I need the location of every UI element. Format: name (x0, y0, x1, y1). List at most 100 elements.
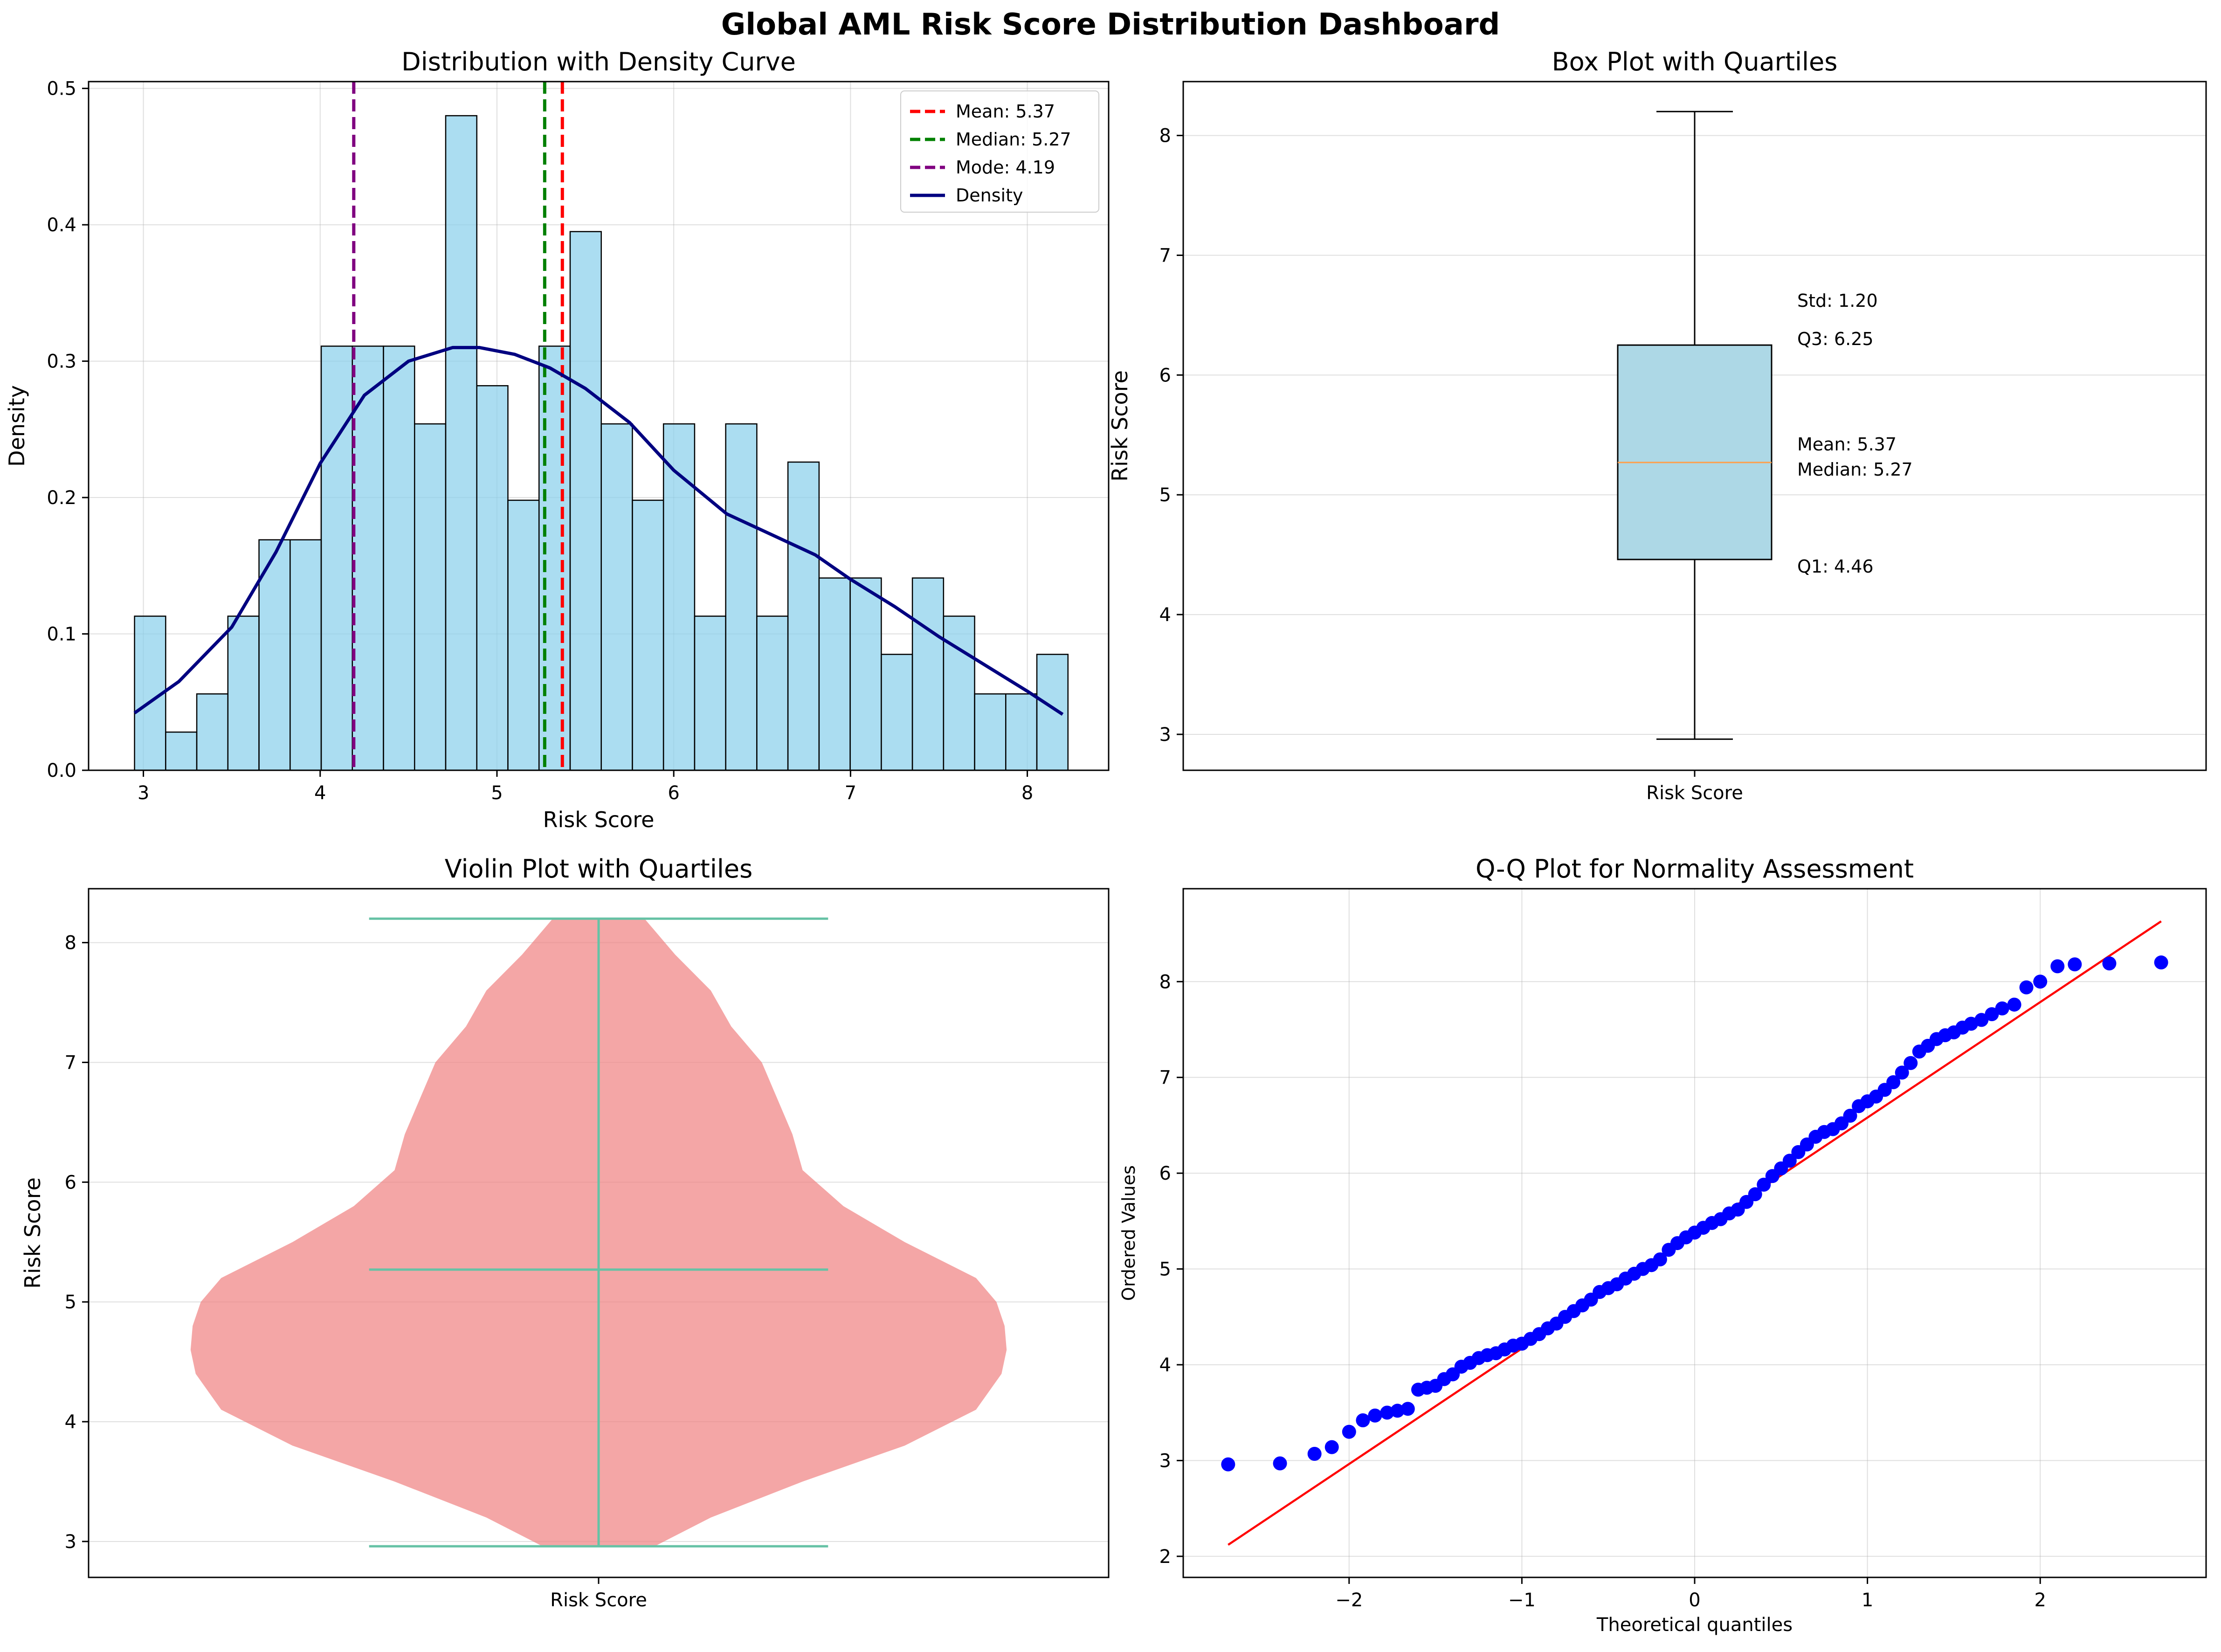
histogram-bar (320, 346, 353, 771)
qq-point (1895, 1065, 1909, 1080)
x-tick-label: 0 (1689, 1590, 1700, 1611)
y-tick-label: 2 (1159, 1546, 1171, 1568)
qq-point (1221, 1457, 1235, 1472)
histogram-bar (725, 423, 758, 771)
box-annotation: Std: 1.20 (1797, 290, 1878, 311)
y-tick-label: 4 (65, 1411, 76, 1433)
y-tick-label: 5 (1159, 1259, 1171, 1280)
y-tick-label: 4 (1159, 604, 1171, 626)
qq-point (1995, 1001, 2009, 1016)
box-annotation: Q1: 4.46 (1797, 556, 1874, 577)
x-axis-label: Risk Score (543, 807, 655, 832)
histogram-bar (849, 577, 882, 771)
chart-title: Violin Plot with Quartiles (445, 854, 752, 884)
qq-point (2102, 956, 2117, 971)
qq-point (1904, 1056, 1918, 1070)
histogram-bar (476, 385, 509, 771)
qq-point (1400, 1402, 1415, 1416)
histogram-bar (632, 499, 664, 771)
chart-title: Box Plot with Quartiles (1552, 47, 1838, 76)
qq-point (1974, 1013, 1989, 1027)
x-tick-label: 5 (491, 782, 503, 804)
x-tick-label: 2 (2034, 1590, 2046, 1611)
y-tick-label: 7 (1159, 1067, 1171, 1089)
qq-point (2068, 957, 2082, 972)
histogram-bar (352, 346, 384, 771)
histogram-bar (756, 615, 789, 771)
qq-plot-panel: 2 3 4 5 6 7 8 −2 −1 0 1 2 Q-Q Plot for Normality Ass… (1118, 854, 2207, 1636)
legend-box (900, 90, 1099, 213)
histogram-bars (134, 115, 1069, 771)
y-tick-label: 0.5 (47, 78, 76, 100)
qq-point (2007, 997, 2021, 1012)
qq-point (1843, 1108, 1857, 1123)
box-annotation: Mean: 5.37 (1797, 434, 1897, 455)
qq-point (1748, 1187, 1762, 1202)
y-tick-label: 8 (1159, 125, 1171, 147)
y-axis-label: Density (4, 385, 29, 467)
qq-point (1368, 1408, 1382, 1423)
y-tick-label: 0.1 (47, 624, 76, 645)
y-tick-label: 0.3 (47, 351, 76, 373)
x-tick-label: 7 (845, 782, 856, 804)
y-tick-label: 8 (1159, 971, 1171, 993)
y-tick-label: 6 (1159, 1163, 1171, 1184)
box-annotation: Q3: 6.25 (1797, 329, 1874, 349)
legend-label: Mode: 4.19 (956, 157, 1055, 178)
chart-title: Q-Q Plot for Normality Assessment (1476, 854, 1914, 884)
x-tick-label: 6 (668, 782, 679, 804)
qq-point (1390, 1403, 1405, 1418)
qq-point (1886, 1075, 1901, 1089)
y-tick-label: 0.4 (47, 214, 76, 236)
histogram-bar (507, 499, 540, 771)
qq-point (1356, 1413, 1370, 1428)
qq-point (2154, 955, 2168, 970)
y-tick-label: 0.0 (47, 760, 76, 781)
y-tick-label: 3 (1159, 1450, 1171, 1472)
histogram-panel: 0.0 0.1 0.2 0.3 0.4 0.5 3 4 5 6 7 8 Distribution wit… (4, 47, 1110, 832)
qq-point (1307, 1447, 1322, 1461)
y-tick-label: 5 (65, 1292, 76, 1313)
histogram-bar (1005, 693, 1038, 771)
x-tick-label: 1 (1862, 1590, 1873, 1611)
histogram-bar (196, 693, 229, 771)
histogram-bar (943, 615, 975, 771)
y-axis-label: Ordered Values (1118, 1165, 1139, 1301)
y-tick-label: 8 (65, 933, 76, 954)
x-tick-label: 8 (1021, 782, 1033, 804)
y-tick-label: 3 (1159, 724, 1171, 746)
x-tick-label: −1 (1508, 1590, 1536, 1611)
qq-point (1324, 1440, 1339, 1454)
legend-label: Density (956, 185, 1023, 206)
histogram-bar (974, 693, 1007, 771)
legend-label: Mean: 5.37 (956, 101, 1055, 122)
qq-point (1985, 1007, 1999, 1022)
density-curve (133, 346, 1064, 716)
histogram-bar (818, 577, 851, 771)
histogram-bar (600, 423, 633, 771)
histogram-bar (787, 461, 820, 771)
x-axis-label: Theoretical quantiles (1596, 1614, 1793, 1636)
qq-point (1757, 1177, 1771, 1192)
histogram-bar (569, 231, 602, 771)
x-tick-label: 3 (138, 782, 149, 804)
y-axis-label: Risk Score (1107, 370, 1132, 482)
x-tick-label: 4 (314, 782, 326, 804)
qq-point (1273, 1456, 1287, 1471)
histogram-bar (290, 539, 322, 771)
dashboard-title: Global AML Risk Score Distribution Dashb… (721, 7, 1500, 42)
x-category-label: Risk Score (1646, 782, 1743, 804)
box-plot (1617, 111, 1773, 740)
qq-point (1380, 1405, 1394, 1420)
histogram-bar (538, 346, 571, 771)
chart-title: Distribution with Density Curve (401, 47, 796, 76)
legend-label: Median: 5.27 (956, 129, 1071, 150)
y-tick-label: 0.2 (47, 487, 76, 509)
y-tick-label: 6 (1159, 365, 1171, 386)
x-tick-label: −2 (1335, 1590, 1363, 1611)
y-tick-label: 5 (1159, 484, 1171, 506)
qq-point (2019, 980, 2034, 995)
y-axis-label: Risk Score (20, 1177, 45, 1289)
histogram-bar (383, 346, 415, 771)
